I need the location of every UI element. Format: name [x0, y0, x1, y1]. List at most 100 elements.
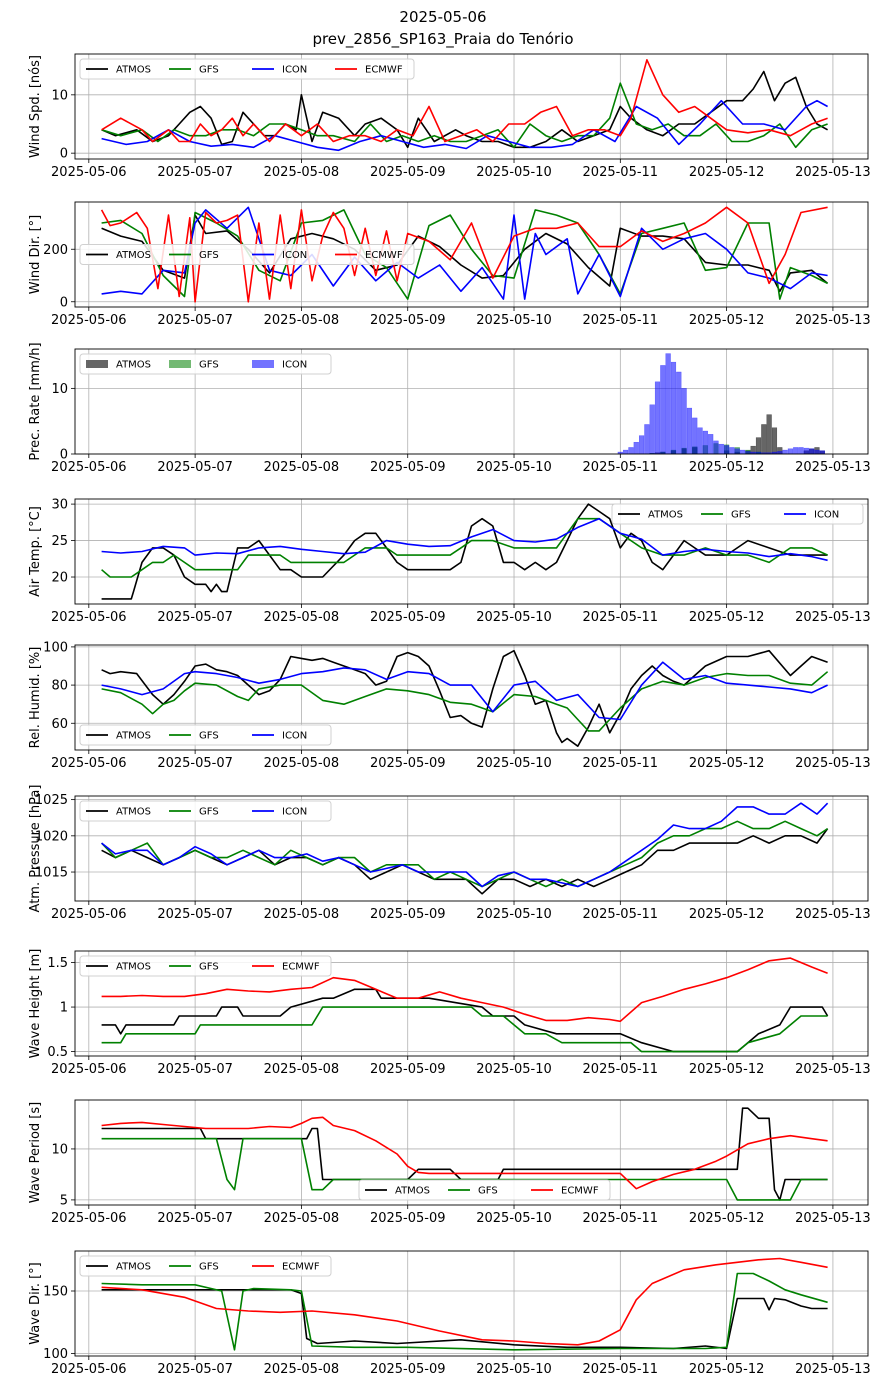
- subplot-4: 2025-05-06 2025-05-07 2025-05-08 2025-05-09…: [28, 498, 871, 625]
- x-tick-label: 2025-05-06: [51, 1211, 127, 1226]
- precip-bar: [750, 445, 756, 454]
- x-tick-label: 2025-05-11: [583, 313, 659, 328]
- series-line-atmos: [101, 828, 829, 895]
- legend-label: GFS: [478, 1186, 498, 1197]
- legend: ATMOS GFS ECMWF: [79, 955, 332, 977]
- x-tick-label: 2025-05-07: [157, 313, 233, 328]
- legend-label: ATMOS: [116, 1262, 151, 1273]
- x-tick-label: 2025-05-10: [476, 165, 552, 180]
- series-line-ecmwf: [101, 58, 828, 143]
- axes-frame: [74, 1099, 869, 1206]
- x-tick-label: 2025-05-06: [51, 313, 127, 328]
- x-tick-label: 2025-05-08: [264, 1362, 340, 1377]
- y-axis-label: Air Temp. [°C]: [28, 506, 43, 597]
- precip-bar: [729, 447, 735, 454]
- x-tick-label: 2025-05-12: [689, 460, 765, 475]
- series-line-gfs: [101, 1006, 828, 1053]
- precip-bar: [697, 427, 703, 454]
- x-tick-label: 2025-05-13: [795, 460, 871, 475]
- y-tick-label: 20: [51, 571, 68, 586]
- y-tick-label: 60: [51, 717, 68, 732]
- legend-label: GFS: [199, 65, 219, 76]
- precip-bar: [798, 447, 804, 454]
- legend-label: GFS: [199, 962, 219, 973]
- x-tick-label: 2025-05-06: [51, 756, 127, 771]
- legend: ATMOS GFS ICON: [611, 503, 864, 525]
- x-tick-label: 2025-05-10: [476, 1362, 552, 1377]
- legend-label: GFS: [199, 250, 219, 261]
- legend-label: ICON: [282, 360, 307, 371]
- y-axis-label: Wave Height [m]: [28, 949, 43, 1059]
- x-tick-label: 2025-05-09: [370, 460, 446, 475]
- series-line-gfs: [101, 517, 828, 578]
- precip-bar: [692, 417, 698, 454]
- x-tick-label: 2025-05-06: [51, 460, 127, 475]
- series-line-atmos: [101, 1289, 828, 1350]
- legend-label: GFS: [199, 807, 219, 818]
- legend-label: GFS: [199, 1262, 219, 1273]
- x-tick-label: 2025-05-07: [157, 1362, 233, 1377]
- series-line-gfs: [101, 1137, 828, 1201]
- y-tick-label: 100: [43, 640, 68, 655]
- axes-frame: [74, 795, 869, 902]
- legend-box: [79, 955, 332, 977]
- x-tick-label: 2025-05-11: [583, 1062, 659, 1077]
- series-line-icon: [101, 517, 828, 562]
- x-tick-label: 2025-05-07: [157, 460, 233, 475]
- precip-bar: [670, 361, 677, 454]
- legend-label: ICON: [282, 250, 307, 261]
- x-tick-label: 2025-05-07: [157, 165, 233, 180]
- figure-title-line1: 2025-05-06: [399, 8, 487, 26]
- y-tick-label: 0: [60, 295, 68, 310]
- x-tick-label: 2025-05-13: [795, 610, 871, 625]
- precip-bar: [793, 447, 799, 454]
- y-tick-label: 25: [51, 534, 68, 549]
- y-tick-label: 10: [51, 1142, 68, 1157]
- x-tick-label: 2025-05-10: [476, 1062, 552, 1077]
- y-tick-label: 1.5: [47, 956, 68, 971]
- precip-bar: [819, 450, 825, 454]
- bar-series-icon: [617, 353, 825, 454]
- subplot-8: 2025-05-06 2025-05-07 2025-05-08 2025-05-09…: [28, 1099, 871, 1226]
- precip-bar: [782, 449, 788, 454]
- precip-bar: [745, 451, 751, 454]
- subplot-1: 2025-05-06 2025-05-07 2025-05-08 2025-05-09…: [28, 53, 871, 180]
- x-tick-label: 2025-05-08: [264, 756, 340, 771]
- legend-label: ECMWF: [365, 250, 403, 261]
- x-tick-label: 2025-05-12: [689, 1062, 765, 1077]
- subplot-7: 2025-05-06 2025-05-07 2025-05-08 2025-05-09…: [28, 949, 871, 1077]
- legend-label: ECMWF: [282, 962, 320, 973]
- precip-bar: [739, 449, 746, 454]
- series-line-ecmwf: [101, 1257, 828, 1346]
- series-line-ecmwf: [101, 1116, 828, 1190]
- y-tick-label: 10: [51, 382, 68, 397]
- plot-area: [101, 503, 828, 600]
- legend-label: ATMOS: [116, 65, 151, 76]
- precip-bar: [766, 414, 772, 454]
- x-tick-label: 2025-05-13: [795, 1362, 871, 1377]
- axes-frame: [74, 644, 869, 751]
- x-tick-label: 2025-05-13: [795, 1062, 871, 1077]
- legend-box: [79, 724, 332, 746]
- precip-bar: [623, 449, 629, 454]
- precip-bar: [814, 449, 820, 454]
- precip-bar: [787, 448, 793, 454]
- series-line-atmos: [101, 503, 828, 600]
- x-tick-label: 2025-05-08: [264, 460, 340, 475]
- x-tick-label: 2025-05-12: [689, 610, 765, 625]
- series-line-icon: [101, 99, 828, 152]
- y-tick-label: 1015: [35, 866, 68, 881]
- precip-bar: [644, 424, 650, 454]
- x-tick-label: 2025-05-10: [476, 313, 552, 328]
- legend-label: ICON: [282, 807, 307, 818]
- x-tick-label: 2025-05-09: [370, 907, 446, 922]
- plot-area: [617, 353, 825, 454]
- legend-label: ATMOS: [116, 807, 151, 818]
- plot-area: [101, 58, 828, 152]
- precip-bar: [676, 371, 682, 454]
- x-tick-label: 2025-05-10: [476, 907, 552, 922]
- plot-area: [101, 1257, 828, 1351]
- precip-bar: [718, 443, 724, 454]
- precip-bar: [755, 437, 762, 454]
